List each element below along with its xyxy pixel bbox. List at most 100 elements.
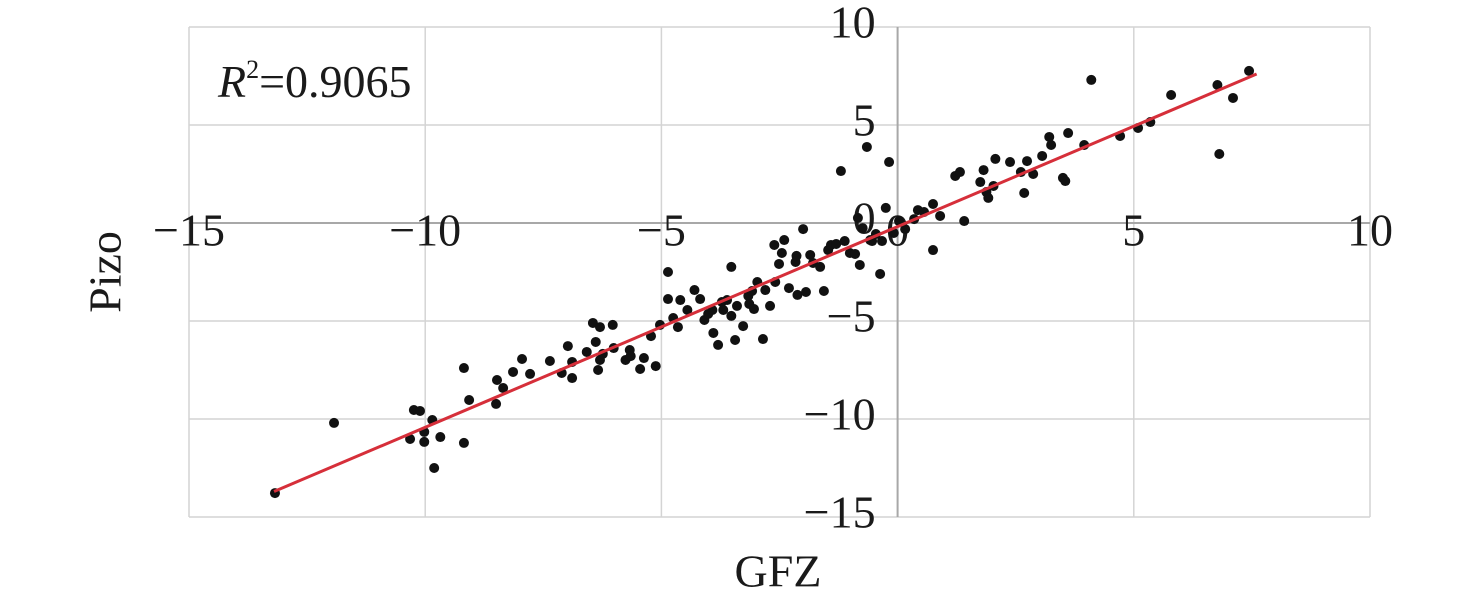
y-tick-label: 5	[853, 95, 876, 146]
point	[663, 294, 674, 305]
point	[419, 436, 430, 447]
annotation-exponent: 2	[246, 55, 259, 84]
point	[1037, 150, 1048, 161]
point	[779, 235, 790, 246]
point	[880, 202, 891, 213]
point	[1046, 139, 1057, 150]
point	[774, 258, 785, 269]
point	[567, 373, 578, 384]
point	[726, 261, 737, 272]
point	[1086, 74, 1097, 85]
point	[1019, 188, 1030, 199]
point	[562, 341, 573, 352]
point	[1063, 128, 1074, 139]
point	[757, 334, 768, 345]
point	[435, 432, 446, 443]
point	[792, 289, 803, 300]
point	[1228, 92, 1239, 103]
point	[861, 141, 872, 152]
point	[990, 153, 1001, 164]
point	[1044, 131, 1055, 142]
trend-line	[273, 72, 1258, 493]
point	[1166, 90, 1177, 101]
point	[877, 236, 888, 247]
point	[959, 216, 970, 227]
x-tick-label: 5	[1122, 205, 1145, 256]
point	[492, 374, 503, 385]
point	[954, 167, 965, 178]
point	[329, 417, 340, 428]
point	[852, 212, 863, 223]
point	[544, 355, 555, 366]
y-tick-label: −15	[804, 487, 876, 538]
point	[464, 394, 475, 405]
annotation-text: =0.9065	[259, 56, 411, 107]
point	[884, 157, 895, 168]
point	[415, 405, 426, 416]
point	[726, 310, 737, 321]
point	[776, 247, 787, 258]
point	[798, 224, 809, 235]
point	[1214, 149, 1225, 160]
point	[818, 286, 829, 297]
y-tick-label: 0	[853, 193, 876, 244]
y-tick-label: −5	[827, 291, 876, 342]
point	[791, 250, 802, 261]
point	[815, 261, 826, 272]
point	[1244, 65, 1255, 76]
point	[850, 248, 861, 259]
point	[831, 238, 842, 249]
point	[854, 259, 865, 270]
point	[935, 210, 946, 221]
point	[458, 363, 469, 374]
point	[625, 351, 636, 362]
point	[590, 336, 601, 347]
point	[875, 268, 886, 279]
point	[983, 192, 994, 203]
point	[498, 383, 509, 394]
point	[508, 366, 519, 377]
annotation: R2=0.9065	[217, 55, 412, 107]
point	[975, 177, 986, 188]
point	[839, 236, 850, 247]
point	[835, 166, 846, 177]
point	[594, 322, 605, 333]
point	[718, 305, 729, 316]
point	[738, 321, 749, 332]
x-axis-label: GFZ	[735, 546, 822, 597]
point	[1005, 157, 1016, 168]
point	[1212, 80, 1223, 91]
point	[458, 437, 469, 448]
y-tick-label: 10	[830, 0, 876, 48]
point	[805, 249, 816, 260]
point	[638, 353, 649, 364]
point	[689, 285, 700, 296]
point	[491, 398, 502, 409]
point	[928, 198, 939, 209]
point	[607, 319, 618, 330]
point	[429, 463, 440, 473]
point	[730, 335, 741, 346]
point	[675, 295, 686, 306]
point	[800, 286, 811, 297]
point	[708, 327, 719, 338]
point	[581, 346, 592, 357]
point	[635, 364, 646, 375]
point	[650, 361, 661, 372]
point	[1022, 156, 1033, 167]
annotation-symbol: R	[217, 56, 246, 107]
y-tick-label: −10	[804, 389, 876, 440]
point	[978, 165, 989, 176]
point	[713, 339, 724, 350]
y-axis-label: Pizo	[80, 231, 131, 313]
point	[672, 322, 683, 333]
x-tick-label: −15	[153, 205, 225, 256]
point	[857, 223, 868, 234]
point	[760, 285, 771, 296]
point	[783, 283, 794, 294]
point	[928, 245, 939, 256]
x-tick-label: −10	[389, 205, 461, 256]
point	[769, 239, 780, 250]
